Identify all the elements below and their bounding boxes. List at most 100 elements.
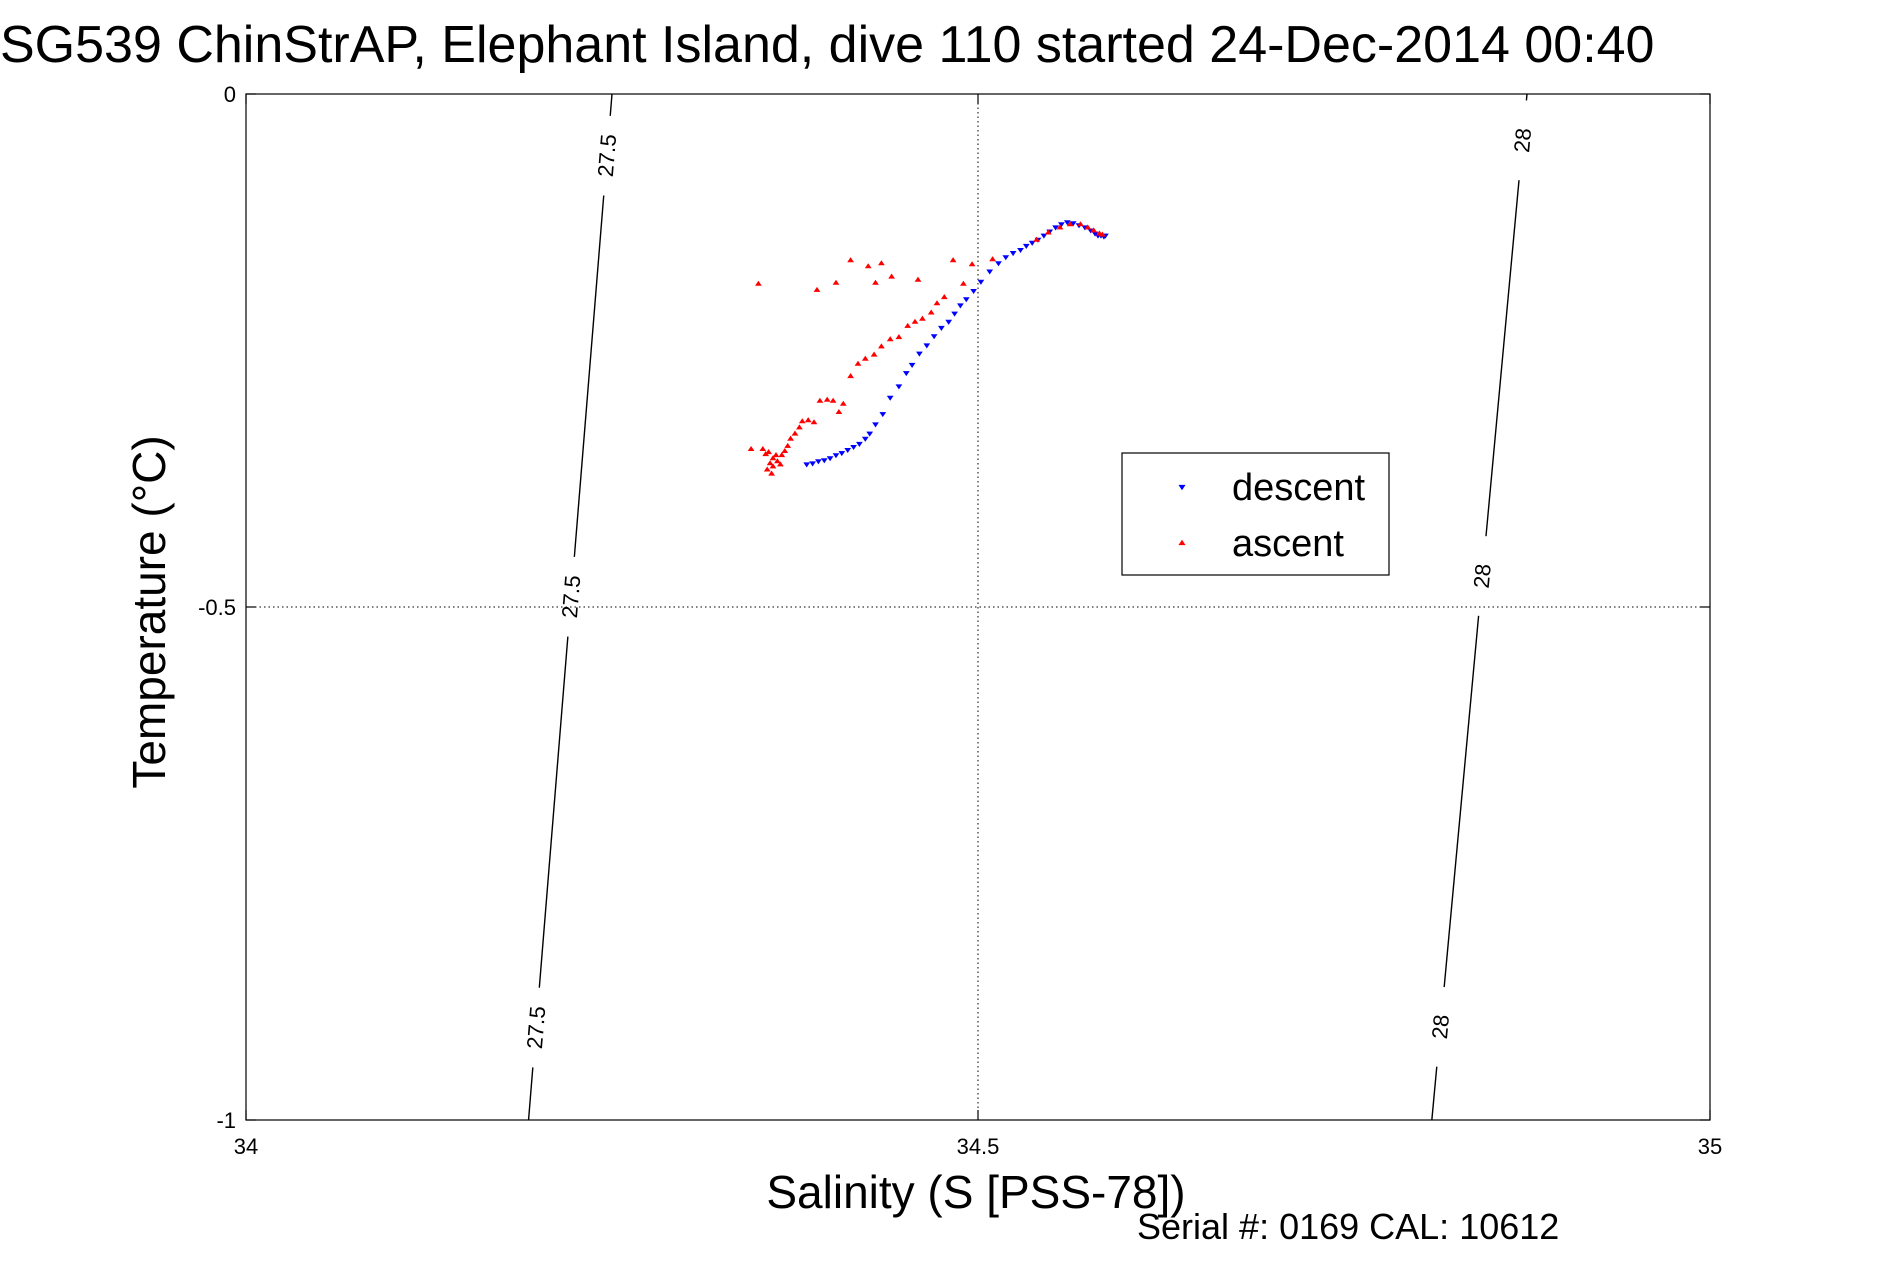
ascent-point [949, 257, 957, 263]
ascent-point [796, 424, 803, 430]
y-tick-label: -0.5 [198, 595, 236, 620]
ascent-point [787, 435, 794, 441]
ascent-point [872, 279, 879, 285]
ascent-point [1044, 229, 1052, 235]
ascent-point [1066, 221, 1074, 227]
ascent-point [1099, 231, 1106, 237]
ascent-point [1090, 227, 1098, 233]
ascent-legend-marker [1178, 539, 1186, 546]
descent-point [1040, 233, 1048, 239]
descent-point [986, 269, 994, 275]
ascent-point [933, 300, 941, 306]
ascent-point [781, 447, 789, 454]
ascent-point [784, 442, 792, 448]
isopycnal-line-segment [1443, 615, 1480, 988]
legend: descent ascent [1121, 452, 1390, 576]
descent-point [1017, 248, 1024, 254]
ascent-point [755, 280, 762, 286]
descent-point [815, 459, 822, 465]
descent-point [1063, 220, 1071, 226]
descent-point [872, 422, 879, 428]
descent-point [850, 444, 857, 451]
descent-point [856, 441, 863, 447]
y-tick-label: -1 [216, 1108, 236, 1133]
ascent-point [911, 318, 919, 324]
descent-point [902, 371, 910, 377]
descent-point [820, 458, 828, 464]
axis-ticks: 34 34.5 35 0 -0.5 -1 [198, 82, 1722, 1159]
ascent-point [747, 445, 755, 452]
ascent-point [804, 417, 812, 423]
ascent-point [895, 334, 903, 340]
data-points [747, 220, 1109, 476]
descent-point [951, 311, 958, 317]
ascent-point [763, 466, 771, 472]
grid-lines [246, 94, 1710, 1120]
ascent-point [847, 373, 854, 379]
legend-label-descent: descent [1232, 467, 1366, 509]
ascent-point [813, 286, 821, 292]
ascent-point [878, 343, 885, 349]
isopycnal-label: 28 [1509, 127, 1536, 154]
descent-point [866, 431, 874, 437]
ascent-point [810, 419, 818, 425]
isopycnal-label: 27.5 [522, 1005, 550, 1050]
ascent-point [914, 276, 922, 282]
ascent-point [870, 351, 878, 357]
isopycnal-line-segment [1485, 180, 1520, 537]
descent-point [879, 412, 887, 418]
descent-point [1052, 225, 1059, 231]
descent-point [977, 279, 985, 285]
ascent-point [878, 260, 885, 266]
ascent-point [1084, 224, 1092, 230]
ascent-series [747, 221, 1106, 476]
ascent-point [968, 261, 976, 267]
isopycnal-label: 27.5 [557, 574, 585, 619]
ascent-point [854, 360, 862, 366]
ascent-point [765, 449, 772, 455]
ascent-point [774, 458, 781, 464]
descent-point [1028, 240, 1036, 246]
descent-point [970, 288, 977, 295]
ascent-point [772, 452, 780, 458]
ascent-point [904, 322, 912, 328]
isopycnal-line-segment [1525, 94, 1528, 101]
descent-point [886, 395, 894, 401]
ascent-point [777, 461, 784, 467]
descent-point [945, 319, 953, 325]
isopycnal-line-segment [609, 94, 613, 116]
isopycnal-contours: 27.5 27.5 27.5 28 28 28 [522, 94, 1536, 1120]
ascent-point [861, 355, 869, 361]
ascent-point [940, 294, 948, 300]
ascent-point [798, 418, 806, 424]
isopycnal-line-segment [538, 636, 569, 988]
ascent-point [847, 257, 854, 263]
descent-point [844, 447, 852, 454]
descent-point [1022, 243, 1030, 249]
descent-point [861, 436, 869, 442]
y-tick-label: 0 [224, 82, 236, 107]
ascent-point [759, 445, 767, 452]
ascent-point [839, 400, 847, 406]
descent-point [832, 453, 840, 459]
isopycnal-label: 28 [1427, 1013, 1454, 1040]
ascent-point [768, 470, 775, 476]
ascent-point [888, 273, 895, 279]
descent-point [930, 334, 938, 340]
ascent-point [791, 430, 799, 436]
x-tick-label: 34.5 [957, 1134, 1000, 1159]
ascent-point [927, 309, 935, 315]
descent-point [838, 451, 846, 457]
descent-point [938, 325, 945, 331]
descent-point [1009, 251, 1017, 257]
descent-point [895, 384, 903, 390]
ascent-point [832, 279, 840, 285]
x-axis-label: Salinity (S [PSS-78]) [766, 1166, 1185, 1218]
descent-point [916, 351, 923, 357]
ascent-point [769, 463, 777, 469]
descent-point [995, 261, 1002, 267]
descent-point [962, 297, 970, 303]
ascent-point [778, 452, 786, 458]
legend-label-ascent: ascent [1232, 523, 1344, 565]
